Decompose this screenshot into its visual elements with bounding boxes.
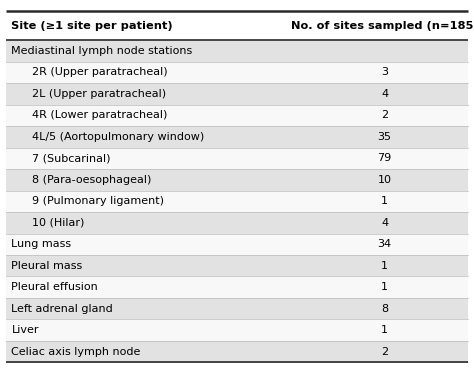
Bar: [6, 105, 468, 126]
Text: 1: 1: [381, 196, 388, 206]
Text: Mediastinal lymph node stations: Mediastinal lymph node stations: [11, 46, 192, 56]
Bar: [6, 191, 468, 212]
Text: 2: 2: [381, 111, 388, 120]
Bar: [6, 11, 468, 40]
Bar: [6, 169, 468, 191]
Text: Site (≥1 site per patient): Site (≥1 site per patient): [11, 21, 173, 31]
Text: 4: 4: [381, 218, 388, 228]
Text: 7 (Subcarinal): 7 (Subcarinal): [32, 154, 110, 163]
Bar: [6, 126, 468, 147]
Text: 2R (Upper paratracheal): 2R (Upper paratracheal): [32, 68, 167, 78]
Bar: [6, 233, 468, 255]
Text: 35: 35: [378, 132, 392, 142]
Text: 4: 4: [381, 89, 388, 99]
Text: 4R (Lower paratracheal): 4R (Lower paratracheal): [32, 111, 167, 120]
Text: 1: 1: [381, 325, 388, 335]
Text: 2L (Upper paratracheal): 2L (Upper paratracheal): [32, 89, 166, 99]
Text: 1: 1: [381, 282, 388, 292]
Text: 34: 34: [378, 239, 392, 249]
Text: 2: 2: [381, 347, 388, 356]
Text: Pleural mass: Pleural mass: [11, 261, 82, 271]
Text: Lung mass: Lung mass: [11, 239, 72, 249]
Bar: [6, 62, 468, 83]
Text: 8 (Para-oesophageal): 8 (Para-oesophageal): [32, 175, 151, 185]
Text: No. of sites sampled (n=185): No. of sites sampled (n=185): [291, 21, 474, 31]
Text: Pleural effusion: Pleural effusion: [11, 282, 98, 292]
Text: 4L/5 (Aortopulmonary window): 4L/5 (Aortopulmonary window): [32, 132, 204, 142]
Text: Celiac axis lymph node: Celiac axis lymph node: [11, 347, 141, 356]
Text: Liver: Liver: [11, 325, 39, 335]
Bar: [6, 341, 468, 363]
Bar: [6, 277, 468, 298]
Text: 9 (Pulmonary ligament): 9 (Pulmonary ligament): [32, 196, 164, 206]
Text: 79: 79: [377, 154, 392, 163]
Bar: [6, 298, 468, 319]
Bar: [6, 319, 468, 341]
Bar: [6, 212, 468, 233]
Text: 10: 10: [378, 175, 392, 185]
Text: 3: 3: [381, 68, 388, 78]
Bar: [6, 148, 468, 169]
Text: Left adrenal gland: Left adrenal gland: [11, 304, 113, 314]
Bar: [6, 83, 468, 104]
Text: 1: 1: [381, 261, 388, 271]
Bar: [6, 255, 468, 277]
Text: 8: 8: [381, 304, 388, 314]
Bar: [6, 40, 468, 62]
Text: 10 (Hilar): 10 (Hilar): [32, 218, 84, 228]
